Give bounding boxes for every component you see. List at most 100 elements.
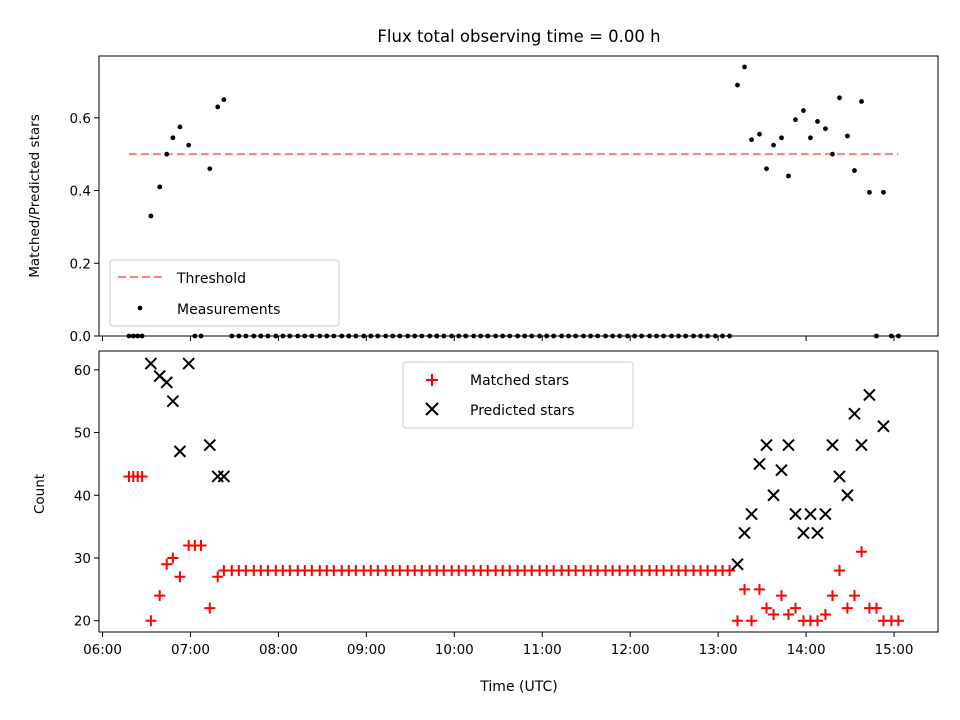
predicted-stars-point — [833, 470, 846, 483]
measurements-point — [808, 135, 813, 141]
measurements-point — [771, 142, 776, 148]
measurements-point — [749, 137, 754, 143]
predicted-stars-point — [731, 558, 744, 571]
matched-stars-point — [154, 590, 166, 602]
predicted-stars-point — [848, 407, 861, 420]
matched-stars-point — [753, 583, 765, 595]
measurements-point — [823, 126, 828, 132]
x-tick-label: 13:00 — [699, 642, 738, 658]
count-y-tick-label: 40 — [74, 488, 91, 504]
predicted-stars-point — [211, 470, 224, 483]
matched-stars-point — [841, 602, 853, 614]
matched-stars-point — [826, 590, 838, 602]
predicted-stars-point — [166, 394, 180, 408]
predicted-stars-point — [144, 357, 158, 370]
measurements-legend-swatch — [137, 305, 143, 311]
x-tick-label: 08:00 — [259, 642, 298, 658]
measurements-point — [779, 135, 784, 141]
measurements-point — [164, 151, 170, 157]
predicted-stars-point — [775, 463, 788, 477]
predicted-stars-point — [819, 507, 832, 521]
predicted-stars-point — [767, 489, 780, 502]
measurements-point — [801, 108, 806, 113]
matched-stars-point — [731, 615, 743, 627]
matched-stars-point — [724, 565, 736, 577]
matched-stars-point — [204, 602, 216, 614]
predicted-stars-point — [782, 438, 795, 452]
predicted-stars-point — [863, 388, 876, 402]
count-y-tick-label: 20 — [74, 614, 91, 630]
predicted-stars-point — [745, 507, 758, 521]
predicted-stars-point — [738, 526, 751, 540]
predicted-stars-point — [182, 357, 195, 370]
ratio-y-tick-label: 0.2 — [70, 256, 91, 272]
matched-stars-point — [775, 590, 787, 602]
matched-stars-point — [739, 583, 751, 595]
matched-stars-point — [855, 546, 867, 558]
count-y-tick-label: 30 — [74, 551, 91, 567]
predicted-legend-label: Predicted stars — [470, 403, 575, 419]
x-tick-label: 11:00 — [523, 642, 562, 658]
x-tick-label: 14:00 — [787, 642, 826, 658]
ratio-panel-frame — [98, 55, 939, 337]
ratio-panel: 0.0 0.2 0.4 0.6 Matched/Predicted stars Thr… — [27, 55, 939, 345]
matched-stars-point — [790, 602, 802, 614]
predicted-stars-point — [203, 438, 217, 452]
measurements-point — [170, 135, 176, 141]
figure-title: Flux total observing time = 0.00 h — [377, 27, 660, 46]
ratio-y-tick-label: 0.0 — [70, 329, 91, 345]
predicted-stars-point — [811, 526, 824, 540]
predicted-stars-point — [160, 376, 173, 389]
x-tick-label: 06:00 — [83, 642, 122, 658]
predicted-legend-swatch — [425, 402, 439, 416]
measurements-point — [742, 64, 747, 70]
predicted-stars-point — [877, 420, 890, 433]
predicted-stars-point — [173, 445, 187, 458]
count-panel: 20 30 40 50 60 06:00 07:00 08:00 09:00 10:00 11:00… — [32, 350, 939, 695]
ratio-y-tick-label: 0.6 — [70, 111, 91, 127]
matched-stars-point — [195, 539, 207, 551]
count-y-axis-label: Count — [32, 474, 48, 514]
matched-stars-point — [167, 552, 179, 564]
predicted-stars-point — [826, 438, 839, 452]
count-legend: Matched stars Predicted stars — [402, 361, 634, 429]
measurements-point — [764, 166, 769, 172]
measurements-point — [837, 95, 842, 101]
matched-stars-point — [174, 571, 186, 583]
ratio-legend: Threshold Measurements — [109, 259, 340, 327]
measurements-point — [757, 131, 762, 137]
matched-stars-point — [892, 615, 904, 627]
matched-stars-point — [870, 602, 882, 614]
matched-stars-point — [212, 571, 224, 583]
matched-stars-point — [782, 608, 794, 620]
ratio-y-axis-label: Matched/Predicted stars — [27, 114, 43, 277]
measurements-point — [815, 119, 820, 124]
measurements-point — [859, 99, 864, 104]
x-tick-label: 09:00 — [347, 642, 386, 658]
predicted-stars-point — [797, 526, 810, 540]
measurements-point — [148, 213, 154, 219]
matched-stars-point — [812, 615, 824, 627]
measurements-point — [881, 189, 886, 195]
predicted-stars-point — [760, 438, 773, 452]
matched-stars-point — [145, 615, 157, 627]
matched-stars-point — [761, 602, 773, 614]
measurements-point — [157, 184, 163, 190]
matched-stars-point — [768, 608, 780, 620]
matched-stars-point — [161, 558, 173, 570]
measurements-point — [215, 104, 221, 110]
measurements-point — [735, 82, 740, 88]
matched-stars-point — [819, 608, 831, 620]
count-y-tick-label: 60 — [74, 363, 91, 379]
measurements-point — [221, 97, 227, 103]
measurements-legend-label: Measurements — [177, 302, 280, 318]
x-tick-label: 07:00 — [171, 642, 210, 658]
measurements-point — [207, 166, 213, 172]
predicted-stars-point — [753, 457, 766, 471]
x-tick-label: 15:00 — [875, 642, 914, 658]
x-tick-label: 10:00 — [435, 642, 474, 658]
measurements-point — [845, 133, 850, 139]
measurements-point — [177, 124, 183, 130]
matched-stars-point — [848, 590, 860, 602]
